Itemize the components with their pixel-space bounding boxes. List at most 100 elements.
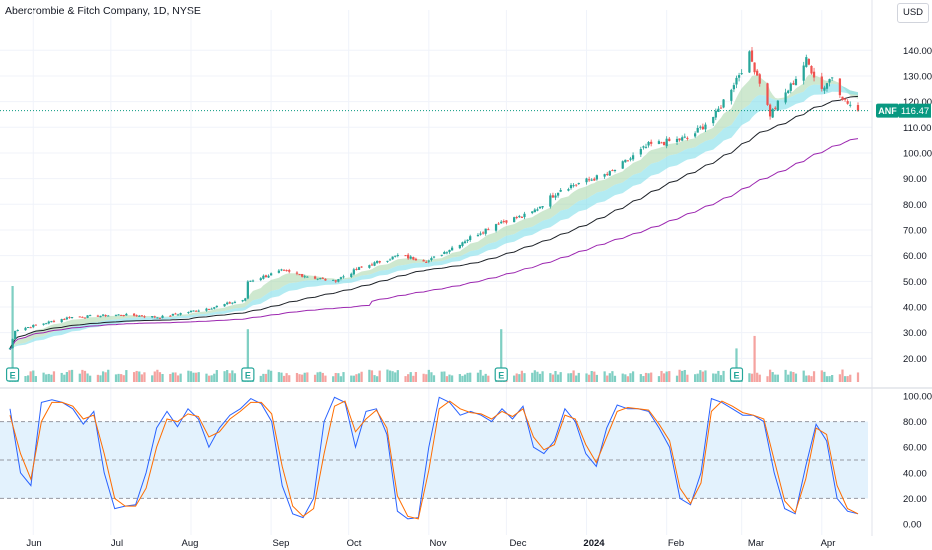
volume-bar	[86, 373, 89, 382]
candle-body	[430, 258, 433, 261]
candle-body	[249, 280, 252, 282]
candle-body	[78, 316, 81, 318]
price-tick-label: 130.00	[903, 71, 932, 82]
volume-bar	[26, 375, 30, 382]
earnings-marker[interactable]	[5, 367, 20, 382]
volume-bar	[11, 286, 14, 382]
volume-bar	[846, 376, 849, 382]
currency-button[interactable]: USD	[897, 3, 929, 23]
volume-bar	[445, 376, 449, 382]
candle-body	[841, 96, 844, 100]
volume-bar	[409, 372, 412, 382]
candle-body	[722, 99, 725, 108]
candle-body	[776, 100, 779, 111]
candle-body	[469, 236, 472, 240]
candle-body	[479, 233, 482, 235]
candle-body	[792, 83, 795, 85]
candle-body	[171, 313, 174, 316]
volume-bar	[613, 375, 617, 382]
candle-body	[856, 105, 860, 111]
volume-bar	[205, 373, 208, 382]
volume-bar	[678, 369, 681, 382]
candle-body	[758, 74, 761, 84]
volume-bar	[370, 370, 374, 382]
candle-body	[231, 302, 234, 304]
candle-body	[342, 276, 345, 278]
candle-body	[132, 313, 136, 316]
stoch-tick-label: 100.00	[903, 392, 932, 403]
candle-body	[699, 126, 702, 128]
volume-bar	[469, 372, 472, 382]
candle-body	[99, 315, 102, 318]
volume-bar	[694, 374, 697, 382]
earnings-marker[interactable]	[729, 367, 744, 382]
candle-body	[849, 104, 852, 106]
volume-bar	[831, 375, 834, 382]
volume-bar	[306, 372, 309, 382]
ticker-tag-label: ANF	[878, 106, 897, 116]
candle-body	[502, 221, 505, 223]
volume-bar	[572, 370, 575, 382]
time-tick-label: Sep	[273, 538, 290, 549]
volume-bar	[722, 370, 725, 382]
candle-body	[696, 127, 699, 133]
volume-bar	[321, 372, 324, 382]
volume-bar	[825, 376, 829, 382]
candle-body	[213, 307, 216, 309]
candle-body	[812, 71, 816, 78]
volume-bar	[794, 373, 798, 382]
candle-body	[831, 77, 834, 79]
candle-body	[316, 278, 319, 280]
moving-average-dark-line	[9, 95, 859, 349]
volume-bar	[303, 372, 306, 382]
volume-bar	[551, 374, 555, 382]
volume-bar	[192, 372, 195, 382]
candle-body	[683, 136, 686, 138]
candle-body	[484, 228, 487, 234]
candlesticks	[8, 46, 860, 350]
candle-body	[714, 110, 717, 118]
price-tick-label: 110.00	[903, 123, 931, 134]
candle-body	[551, 195, 555, 198]
candle-body	[810, 65, 813, 74]
candle-body	[29, 327, 32, 329]
stoch-tick-label: 20.00	[903, 494, 927, 505]
candle-body	[681, 137, 684, 141]
earnings-marker-label: E	[733, 371, 739, 381]
volume-bar	[414, 372, 418, 382]
volume-bar	[735, 348, 738, 382]
volume-bar	[626, 376, 630, 382]
earnings-marker[interactable]	[494, 367, 508, 382]
volume-bar	[805, 375, 808, 382]
volume-bar	[849, 374, 852, 382]
volume-bar	[337, 373, 340, 382]
volume-bar	[577, 372, 580, 382]
candle-body	[153, 316, 156, 318]
candle-body	[47, 321, 50, 324]
candle-body	[843, 98, 847, 100]
volume-bar	[559, 372, 562, 382]
stoch_k-line	[9, 396, 859, 520]
candle-body	[794, 78, 798, 86]
candle-body	[787, 90, 790, 93]
volume-bar	[373, 375, 376, 382]
candle-body	[802, 65, 805, 81]
candle-body	[450, 247, 454, 251]
ema-ribbon-fast	[10, 74, 858, 349]
volume-bar	[585, 373, 588, 382]
candle-body	[16, 329, 19, 331]
volume-bar	[161, 373, 164, 382]
candle-body	[280, 269, 283, 271]
candle-body	[45, 323, 48, 325]
volume-bar	[425, 374, 428, 382]
volume-bar	[696, 373, 699, 382]
volume-bar	[135, 370, 138, 382]
earnings-marker[interactable]	[241, 367, 255, 382]
volume-bar	[396, 370, 399, 382]
volume-bar	[479, 369, 482, 382]
candle-body	[805, 57, 808, 67]
candle-body	[626, 160, 630, 162]
candle-body	[756, 70, 759, 76]
